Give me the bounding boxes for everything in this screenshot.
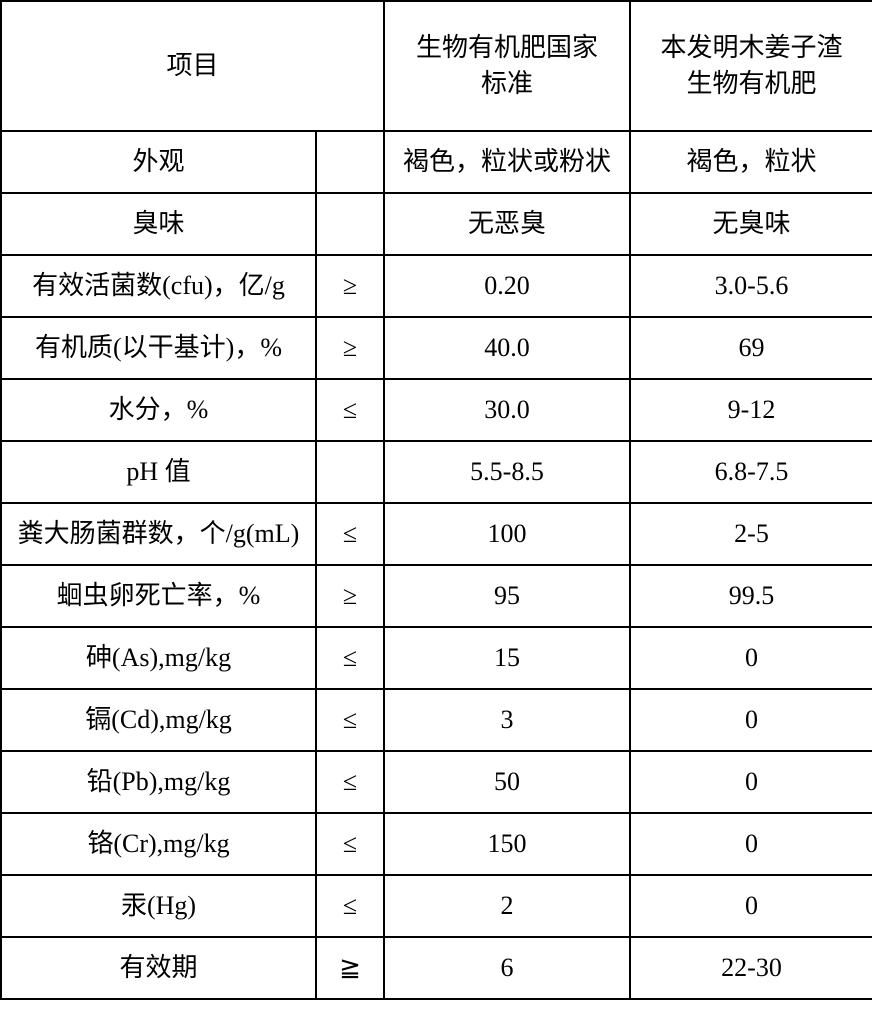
cell-invention: 0 — [630, 813, 872, 875]
cell-op — [316, 131, 384, 193]
cell-op — [316, 193, 384, 255]
cell-standard: 150 — [384, 813, 630, 875]
cell-item: 砷(As),mg/kg — [1, 627, 316, 689]
cell-item: 汞(Hg) — [1, 875, 316, 937]
cell-item: 水分，% — [1, 379, 316, 441]
cell-invention: 99.5 — [630, 565, 872, 627]
cell-invention: 2-5 — [630, 503, 872, 565]
cell-standard: 40.0 — [384, 317, 630, 379]
header-standard-line1: 生物有机肥国家 — [416, 33, 598, 62]
cell-item: 粪大肠菌群数，个/g(mL) — [1, 503, 316, 565]
table-row: 砷(As),mg/kg ≤ 15 0 — [1, 627, 872, 689]
table-row: 水分，% ≤ 30.0 9-12 — [1, 379, 872, 441]
table-row: 蛔虫卵死亡率，% ≥ 95 99.5 — [1, 565, 872, 627]
header-invention-line1: 本发明木姜子渣 — [661, 33, 843, 62]
cell-standard: 30.0 — [384, 379, 630, 441]
cell-standard: 2 — [384, 875, 630, 937]
header-item: 项目 — [1, 1, 384, 131]
table-row: 粪大肠菌群数，个/g(mL) ≤ 100 2-5 — [1, 503, 872, 565]
cell-op: ≤ — [316, 689, 384, 751]
cell-op: ≧ — [316, 937, 384, 999]
cell-invention: 6.8-7.5 — [630, 441, 872, 503]
cell-item: 有效活菌数(cfu)，亿/g — [1, 255, 316, 317]
cell-item: pH 值 — [1, 441, 316, 503]
cell-standard: 3 — [384, 689, 630, 751]
header-standard: 生物有机肥国家 标准 — [384, 1, 630, 131]
cell-op: ≥ — [316, 317, 384, 379]
table-row: 铬(Cr),mg/kg ≤ 150 0 — [1, 813, 872, 875]
table-row: 臭味 无恶臭 无臭味 — [1, 193, 872, 255]
cell-op: ≤ — [316, 751, 384, 813]
cell-standard: 50 — [384, 751, 630, 813]
table-row: 镉(Cd),mg/kg ≤ 3 0 — [1, 689, 872, 751]
cell-item: 臭味 — [1, 193, 316, 255]
cell-standard: 6 — [384, 937, 630, 999]
cell-op: ≥ — [316, 255, 384, 317]
table-row: 有效活菌数(cfu)，亿/g ≥ 0.20 3.0-5.6 — [1, 255, 872, 317]
cell-invention: 褐色，粒状 — [630, 131, 872, 193]
cell-op: ≥ — [316, 565, 384, 627]
cell-invention: 9-12 — [630, 379, 872, 441]
cell-item: 有机质(以干基计)，% — [1, 317, 316, 379]
cell-op: ≤ — [316, 379, 384, 441]
cell-standard: 100 — [384, 503, 630, 565]
cell-item: 有效期 — [1, 937, 316, 999]
cell-invention: 0 — [630, 875, 872, 937]
header-invention-line2: 生物有机肥 — [687, 69, 817, 98]
cell-standard: 5.5-8.5 — [384, 441, 630, 503]
cell-item: 镉(Cd),mg/kg — [1, 689, 316, 751]
table-row: 有效期 ≧ 6 22-30 — [1, 937, 872, 999]
table-row: 汞(Hg) ≤ 2 0 — [1, 875, 872, 937]
cell-invention: 69 — [630, 317, 872, 379]
cell-item: 蛔虫卵死亡率，% — [1, 565, 316, 627]
cell-standard: 15 — [384, 627, 630, 689]
cell-op: ≤ — [316, 503, 384, 565]
table-header-row: 项目 生物有机肥国家 标准 本发明木姜子渣 生物有机肥 — [1, 1, 872, 131]
table-row: 外观 褐色，粒状或粉状 褐色，粒状 — [1, 131, 872, 193]
cell-invention: 0 — [630, 751, 872, 813]
comparison-table: 项目 生物有机肥国家 标准 本发明木姜子渣 生物有机肥 外观 褐色，粒状或粉状 … — [0, 0, 872, 1000]
cell-standard: 褐色，粒状或粉状 — [384, 131, 630, 193]
cell-standard: 无恶臭 — [384, 193, 630, 255]
cell-standard: 0.20 — [384, 255, 630, 317]
table-row: 铅(Pb),mg/kg ≤ 50 0 — [1, 751, 872, 813]
cell-invention: 无臭味 — [630, 193, 872, 255]
table-row: 有机质(以干基计)，% ≥ 40.0 69 — [1, 317, 872, 379]
cell-invention: 0 — [630, 689, 872, 751]
cell-invention: 3.0-5.6 — [630, 255, 872, 317]
cell-item: 铅(Pb),mg/kg — [1, 751, 316, 813]
cell-op: ≤ — [316, 627, 384, 689]
cell-standard: 95 — [384, 565, 630, 627]
header-invention: 本发明木姜子渣 生物有机肥 — [630, 1, 872, 131]
cell-invention: 22-30 — [630, 937, 872, 999]
cell-op — [316, 441, 384, 503]
cell-invention: 0 — [630, 627, 872, 689]
cell-item: 外观 — [1, 131, 316, 193]
cell-item: 铬(Cr),mg/kg — [1, 813, 316, 875]
header-standard-line2: 标准 — [481, 69, 533, 98]
cell-op: ≤ — [316, 813, 384, 875]
cell-op: ≤ — [316, 875, 384, 937]
table-row: pH 值 5.5-8.5 6.8-7.5 — [1, 441, 872, 503]
